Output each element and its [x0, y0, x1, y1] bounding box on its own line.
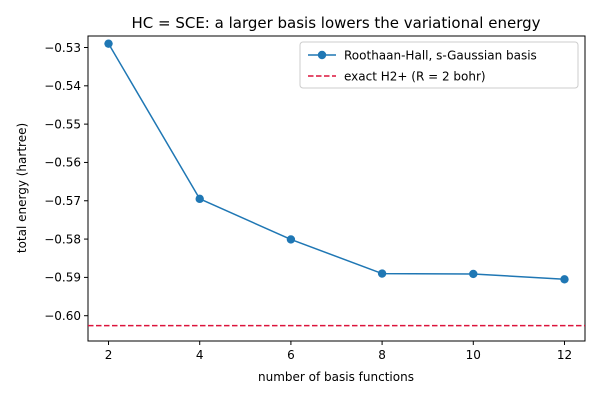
x-tick-label: 10: [466, 348, 481, 362]
series-line: [107, 43, 565, 281]
data-point: [469, 269, 478, 279]
legend-reference-label: exact H2+ (R = 2 bohr): [344, 70, 486, 84]
y-tick-label: −0.59: [44, 271, 81, 285]
y-tick-label: −0.60: [44, 309, 81, 323]
data-point: [195, 194, 204, 204]
data-point: [377, 269, 387, 278]
plot-frame: [87, 35, 586, 342]
y-tick-label: −0.54: [44, 79, 81, 93]
plot-area: [87, 35, 586, 342]
y-tick-label: −0.56: [44, 156, 81, 170]
data-point: [286, 235, 296, 244]
y-tick-label: −0.55: [44, 117, 81, 131]
x-axis: 2 4 6 8 10 12: [105, 341, 572, 362]
x-tick-label: 4: [196, 348, 204, 362]
x-tick-label: 8: [378, 348, 386, 362]
x-tick-label: 2: [105, 348, 113, 362]
series-layer: [104, 39, 569, 284]
chart-title: HC = SCE: a larger basis lowers the vari…: [131, 14, 540, 32]
x-tick-label: 12: [557, 348, 572, 362]
y-tick-label: −0.53: [44, 41, 81, 55]
y-tick-label: −0.58: [44, 232, 81, 246]
legend-series-marker: [317, 50, 327, 60]
legend-frame: [299, 41, 579, 89]
y-tick-label: −0.57: [44, 194, 81, 208]
y-axis-label: total energy (hartree): [15, 123, 29, 253]
data-point: [104, 39, 113, 48]
x-axis-label: number of basis functions: [258, 370, 414, 384]
legend: Roothaan-Hall, s-Gaussian basis exact H2…: [299, 41, 579, 89]
x-tick-label: 6: [287, 348, 295, 362]
y-axis: −0.53 −0.54 −0.55 −0.56 −0.57 −0.58 −0.59 −0.60: [44, 41, 88, 323]
legend-series-label: Roothaan-Hall, s-Gaussian basis: [344, 49, 537, 63]
data-point: [560, 275, 569, 284]
